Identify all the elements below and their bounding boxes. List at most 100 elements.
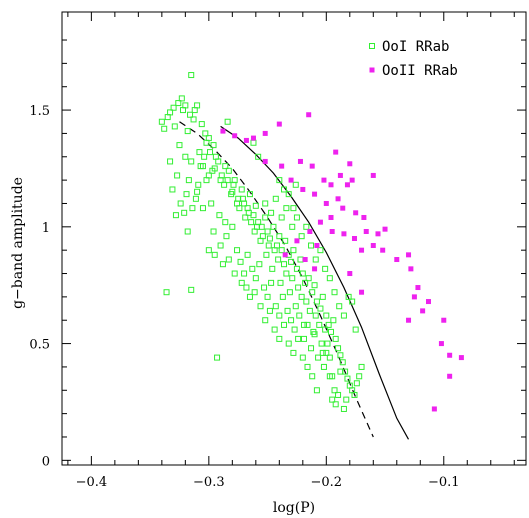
ooii-rrab-point [323, 200, 329, 206]
ooii-rrab-point [406, 317, 412, 323]
ooi-rrab-point [222, 219, 229, 226]
ooi-rrab-point [182, 153, 189, 160]
ooi-rrab-point [188, 286, 195, 293]
ooi-rrab-point [266, 235, 273, 242]
ooi-rrab-point [271, 326, 278, 333]
ooi-rrab-point [263, 251, 270, 258]
ooi-rrab-point [224, 177, 231, 184]
ooi-rrab-point [356, 373, 363, 380]
ooi-rrab-point [289, 223, 296, 230]
ooi-rrab-point [285, 191, 292, 198]
ooi-rrab-point [269, 265, 276, 272]
ooi-rrab-point [222, 163, 229, 170]
ooi-rrab-point [176, 142, 183, 149]
ooi-rrab-point [203, 139, 210, 146]
ooi-rrab-point [184, 228, 191, 235]
ooi-rrab-point [196, 149, 203, 156]
ooii-rrab-point [375, 231, 381, 237]
ooi-rrab-point [161, 125, 168, 132]
axis-ticks: −0.4 −0.3 −0.2 −0.1 0 0.5 1 1.5 [29, 12, 526, 490]
ooi-rrab-point [171, 123, 178, 130]
ooi-rrab-point [262, 200, 269, 207]
ooi-rrab-point [283, 205, 290, 212]
ooi-rrab-point [318, 340, 325, 347]
ooi-rrab-point [325, 321, 332, 328]
ooii-rrab-point [220, 128, 226, 134]
ooii-rrab-point [232, 133, 238, 139]
ooi-rrab-point [257, 303, 264, 310]
ooi-rrab-point [262, 214, 269, 221]
ooi-rrab-point [184, 128, 191, 135]
ooii-rrab-point [341, 231, 347, 237]
ooii-rrab-point [370, 243, 376, 249]
ooi-rrab-point [248, 219, 255, 226]
ooii-rrab-point [447, 373, 453, 379]
ooi-rrab-point [330, 317, 337, 324]
ooi-rrab-point [353, 380, 360, 387]
ooi-rrab-point [175, 100, 182, 107]
ooi-rrab-point [304, 363, 311, 370]
legend: OoI RRab OoII RRab [369, 39, 458, 79]
ooi-rrab-point [275, 256, 282, 263]
ooi-rrab-point [326, 373, 333, 380]
ooii-rrab-point [297, 158, 303, 164]
ooii-rrab-point [333, 149, 339, 155]
ooii-rrab-point [307, 228, 313, 234]
ooi-rrab-point [277, 279, 284, 286]
ooi-rrab-point [210, 142, 217, 149]
ooi-rrab-point [312, 312, 319, 319]
solid-fit-curve [220, 125, 410, 440]
ooi-rrab-point [308, 345, 315, 352]
ooi-rrab-point [231, 270, 238, 277]
ooi-rrab-point [352, 326, 359, 333]
ooii-rrab-point [363, 228, 369, 234]
ooi-rrab-point [217, 242, 224, 249]
ooi-rrab-point [332, 401, 339, 408]
ooi-rrab-point [308, 242, 315, 249]
ooi-rrab-point [328, 328, 335, 335]
legend-label: OoII RRab [382, 63, 458, 79]
ooi-rrab-point [336, 303, 343, 310]
ooii-rrab-point [250, 135, 256, 141]
ooi-rrab-point [283, 270, 290, 277]
ooi-rrab-point [163, 289, 170, 296]
ooi-rrab-point [323, 349, 330, 356]
ooii-rrab-point [380, 247, 386, 253]
ooi-rrab-point [205, 247, 212, 254]
ooi-rrab-point [315, 354, 322, 361]
ooii-rrab-point [300, 186, 306, 192]
ooi-rrab-point [284, 307, 291, 314]
ooi-rrab-point [278, 214, 285, 221]
ooi-rrab-point [225, 256, 232, 263]
ooii-rrab-point [370, 172, 376, 178]
dashed-fit-curve [179, 121, 374, 438]
ooii-rrab-point [302, 257, 308, 263]
ooi-rrab-point [214, 354, 221, 361]
ooi-rrab-point [337, 368, 344, 375]
ooi-rrab-point [292, 181, 299, 188]
ooi-rrab-point [264, 228, 271, 235]
ooi-rrab-point [265, 242, 272, 249]
ooii-rrab-point [406, 252, 412, 258]
ooi-rrab-point [251, 228, 258, 235]
ooi-rrab-point [272, 303, 279, 310]
ooi-rrab-point [320, 363, 327, 370]
ooii-rrab-point [243, 137, 249, 143]
ooi-rrab-point [230, 181, 237, 188]
legend-marker-ooi [369, 43, 375, 49]
ooi-rrab-point [276, 177, 283, 184]
ooi-rrab-point [202, 130, 209, 137]
ooi-rrab-point [317, 305, 324, 312]
ooii-rrab-point [351, 236, 357, 241]
ooi-rrab-point [351, 391, 358, 398]
ooii-rrab-point [458, 355, 464, 361]
ooi-rrab-point [335, 391, 342, 398]
ooi-rrab-point [291, 326, 298, 333]
ooi-rrab-point [223, 233, 230, 240]
ooi-rrab-point [299, 354, 306, 361]
ooi-rrab-point [210, 228, 217, 235]
ooi-rrab-point [195, 181, 202, 188]
ooi-rrab-point [332, 335, 339, 342]
ooii-rrab-point [347, 161, 353, 167]
ooi-rrab-point [252, 202, 259, 209]
